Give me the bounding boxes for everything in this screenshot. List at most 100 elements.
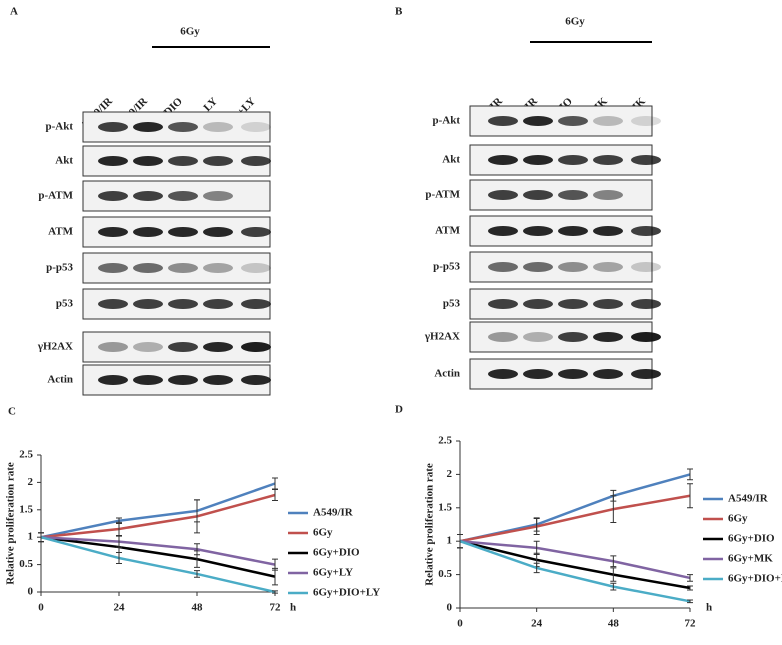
band xyxy=(593,116,623,126)
band xyxy=(241,375,271,385)
series-line xyxy=(40,493,276,539)
band xyxy=(133,375,163,385)
band xyxy=(631,299,661,309)
band xyxy=(523,116,553,126)
band xyxy=(98,191,128,201)
band xyxy=(168,156,198,166)
y-tick-label: 0.5 xyxy=(438,568,452,580)
row-label: γH2AX xyxy=(424,331,460,343)
legend-label: 6Gy+MK xyxy=(728,553,773,565)
error-bar xyxy=(116,521,122,537)
band xyxy=(168,191,198,201)
band xyxy=(98,299,128,309)
row-label: p-Akt xyxy=(432,115,460,127)
band xyxy=(488,369,518,379)
error-bar xyxy=(116,535,122,548)
row-label: γH2AX xyxy=(37,341,73,353)
x-tick-label: 72 xyxy=(685,618,697,630)
band xyxy=(631,332,661,342)
band xyxy=(241,227,271,237)
band xyxy=(558,155,588,165)
legend-label: A549/IR xyxy=(313,507,354,519)
row-label: ATM xyxy=(48,226,73,238)
band xyxy=(558,116,588,126)
x-axis-label: h xyxy=(706,602,712,614)
band xyxy=(488,155,518,165)
series-line xyxy=(40,535,276,566)
band xyxy=(593,369,623,379)
y-tick-label: 2.5 xyxy=(438,435,452,447)
band xyxy=(558,226,588,236)
band xyxy=(98,156,128,166)
panel-label: D xyxy=(395,404,403,416)
x-tick-label: 48 xyxy=(192,602,204,614)
band xyxy=(241,342,271,352)
band xyxy=(133,156,163,166)
panel-label: A xyxy=(10,6,18,18)
error-bar xyxy=(533,540,540,556)
band xyxy=(133,263,163,273)
y-tick-label: 1.5 xyxy=(19,503,33,515)
row-label: Akt xyxy=(55,155,73,167)
band xyxy=(241,299,271,309)
band xyxy=(523,332,553,342)
y-tick-label: 0 xyxy=(447,602,453,614)
y-tick-label: 2.5 xyxy=(19,449,33,461)
y-tick-label: 0.5 xyxy=(19,558,33,570)
series-line xyxy=(459,540,691,603)
band xyxy=(98,122,128,132)
band xyxy=(593,299,623,309)
legend-label: 6Gy xyxy=(728,513,748,525)
y-axis-label: Relative proliferation rate xyxy=(5,462,17,585)
x-tick-label: 0 xyxy=(38,602,44,614)
band xyxy=(488,190,518,200)
band xyxy=(98,227,128,237)
series-line xyxy=(459,473,691,543)
x-tick-label: 24 xyxy=(531,618,543,630)
band xyxy=(558,262,588,272)
band xyxy=(523,369,553,379)
band xyxy=(631,226,661,236)
y-tick-label: 2 xyxy=(447,468,453,480)
band xyxy=(133,227,163,237)
band xyxy=(488,262,518,272)
band xyxy=(631,116,661,126)
series-line xyxy=(459,539,691,580)
band xyxy=(593,155,623,165)
x-tick-label: 0 xyxy=(457,618,463,630)
row-label: p-ATM xyxy=(425,189,460,201)
band xyxy=(203,299,233,309)
error-bar xyxy=(610,567,617,582)
band xyxy=(631,262,661,272)
band xyxy=(168,263,198,273)
legend-label: 6Gy+LY xyxy=(313,567,353,579)
row-label: Actin xyxy=(47,374,73,386)
band xyxy=(168,375,198,385)
band xyxy=(593,226,623,236)
band xyxy=(98,375,128,385)
band xyxy=(203,191,233,201)
series-line xyxy=(40,535,276,578)
band xyxy=(133,299,163,309)
band xyxy=(593,262,623,272)
x-tick-label: 72 xyxy=(270,602,282,614)
row-label: p-p53 xyxy=(46,262,73,274)
band xyxy=(133,122,163,132)
legend-label: 6Gy+DIO xyxy=(313,547,360,559)
error-bar xyxy=(194,543,200,556)
legend-label: 6Gy xyxy=(313,527,333,539)
error-bar xyxy=(687,574,693,582)
row-label: Akt xyxy=(442,154,460,166)
series-line xyxy=(40,535,276,594)
row-label: p-ATM xyxy=(38,190,73,202)
row-label: p53 xyxy=(56,298,74,310)
error-bar xyxy=(272,590,278,594)
error-bar xyxy=(687,483,693,509)
y-tick-label: 1 xyxy=(447,535,453,547)
y-axis-label: Relative proliferation rate xyxy=(424,463,436,586)
band xyxy=(168,342,198,352)
row-label: p-Akt xyxy=(45,121,73,133)
error-bar xyxy=(610,582,617,591)
band xyxy=(168,122,198,132)
